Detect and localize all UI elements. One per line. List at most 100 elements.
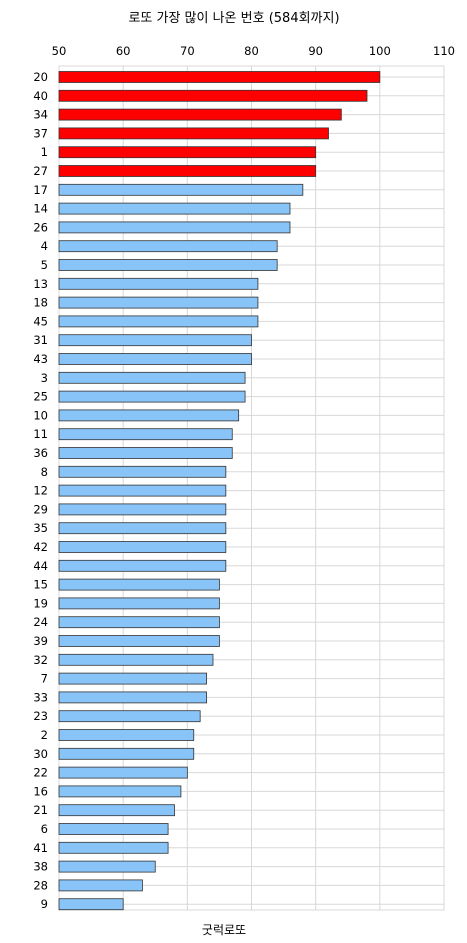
bar-37 bbox=[58, 127, 329, 140]
category-label: 31 bbox=[33, 333, 48, 347]
bar-27 bbox=[58, 165, 317, 177]
category-label: 6 bbox=[41, 822, 48, 836]
category-label: 1 bbox=[41, 145, 48, 159]
category-label: 7 bbox=[41, 672, 48, 686]
bar-23 bbox=[58, 710, 201, 723]
category-label: 8 bbox=[41, 465, 48, 479]
category-label: 27 bbox=[33, 164, 48, 178]
x-tick-label: 60 bbox=[116, 44, 131, 58]
category-label: 44 bbox=[33, 559, 48, 573]
category-label: 39 bbox=[33, 634, 48, 648]
category-label: 21 bbox=[33, 803, 48, 817]
bar-32 bbox=[58, 653, 214, 666]
x-tick-label: 110 bbox=[433, 44, 455, 58]
bar-39 bbox=[58, 635, 220, 647]
bar-21 bbox=[58, 804, 175, 817]
category-label: 14 bbox=[33, 202, 48, 216]
x-axis-ticks: 50 60 70 80 90 100 110 bbox=[52, 44, 455, 58]
category-label: 41 bbox=[33, 841, 48, 855]
category-label: 36 bbox=[33, 446, 48, 460]
category-label: 34 bbox=[33, 108, 48, 122]
bar-15 bbox=[58, 578, 220, 591]
bar-12 bbox=[58, 484, 227, 497]
category-label: 35 bbox=[33, 521, 48, 535]
x-tick-label: 90 bbox=[308, 44, 323, 58]
bar-18 bbox=[58, 296, 259, 309]
category-label: 18 bbox=[33, 296, 48, 310]
bar-5 bbox=[58, 259, 278, 271]
category-label: 20 bbox=[33, 70, 48, 84]
bar-29 bbox=[58, 503, 227, 516]
bar-1 bbox=[58, 146, 317, 159]
bar-36 bbox=[58, 447, 233, 459]
category-label: 15 bbox=[33, 578, 48, 592]
x-tick-label: 80 bbox=[244, 44, 259, 58]
bar-41 bbox=[58, 841, 169, 854]
bar-2 bbox=[58, 729, 195, 741]
x-tick-label: 100 bbox=[369, 44, 391, 58]
x-tick-label: 50 bbox=[52, 44, 67, 58]
bar-6 bbox=[58, 823, 169, 835]
category-label: 30 bbox=[33, 747, 48, 761]
bar-11 bbox=[58, 428, 233, 441]
bar-13 bbox=[58, 277, 259, 290]
bar-7 bbox=[58, 672, 207, 685]
category-label: 13 bbox=[33, 277, 48, 291]
bar-44 bbox=[58, 559, 227, 572]
category-label: 26 bbox=[33, 220, 48, 234]
bar-38 bbox=[58, 860, 156, 873]
bar-40 bbox=[58, 89, 368, 102]
chart-footer: 굿럭로또 bbox=[202, 923, 246, 937]
category-label: 22 bbox=[33, 766, 48, 780]
category-label: 23 bbox=[33, 709, 48, 723]
category-label: 45 bbox=[33, 314, 48, 328]
bar-45 bbox=[58, 315, 259, 328]
category-label: 24 bbox=[33, 615, 48, 629]
category-label: 11 bbox=[33, 427, 48, 441]
bar-30 bbox=[58, 747, 195, 760]
bar-24 bbox=[58, 616, 220, 629]
category-label: 16 bbox=[33, 784, 48, 798]
bar-25 bbox=[58, 390, 246, 403]
bar-42 bbox=[58, 541, 227, 553]
category-label: 4 bbox=[41, 239, 48, 253]
category-label: 42 bbox=[33, 540, 48, 554]
category-label: 10 bbox=[33, 408, 48, 422]
category-label: 28 bbox=[33, 878, 48, 892]
x-tick-label: 70 bbox=[180, 44, 195, 58]
bar-33 bbox=[58, 691, 207, 704]
category-label: 40 bbox=[33, 89, 48, 103]
bar-8 bbox=[58, 465, 227, 478]
category-label: 5 bbox=[41, 258, 48, 272]
category-label: 38 bbox=[33, 860, 48, 874]
category-label: 3 bbox=[41, 371, 48, 385]
category-label: 25 bbox=[33, 390, 48, 404]
category-label: 12 bbox=[33, 484, 48, 498]
bar-43 bbox=[58, 353, 252, 365]
category-label: 29 bbox=[33, 502, 48, 516]
category-label: 33 bbox=[33, 690, 48, 704]
category-label: 9 bbox=[41, 897, 48, 911]
bar-14 bbox=[58, 202, 291, 215]
category-label: 43 bbox=[33, 352, 48, 366]
category-label: 17 bbox=[33, 183, 48, 197]
category-labels: 2040343712717142645131845314332510113681… bbox=[33, 70, 48, 911]
category-label: 19 bbox=[33, 596, 48, 610]
bar-34 bbox=[58, 108, 342, 121]
bars bbox=[58, 71, 381, 911]
bar-31 bbox=[58, 334, 252, 347]
category-label: 2 bbox=[41, 728, 48, 742]
bar-19 bbox=[58, 597, 220, 610]
bar-17 bbox=[58, 183, 304, 196]
bar-4 bbox=[58, 240, 278, 253]
bar-20 bbox=[58, 71, 381, 83]
bar-16 bbox=[58, 785, 182, 798]
bar-3 bbox=[58, 371, 246, 384]
category-label: 32 bbox=[33, 653, 48, 667]
bar-22 bbox=[58, 766, 188, 779]
category-label: 37 bbox=[33, 126, 48, 140]
bar-35 bbox=[58, 522, 227, 535]
bar-10 bbox=[58, 409, 240, 422]
bar-26 bbox=[58, 221, 291, 234]
